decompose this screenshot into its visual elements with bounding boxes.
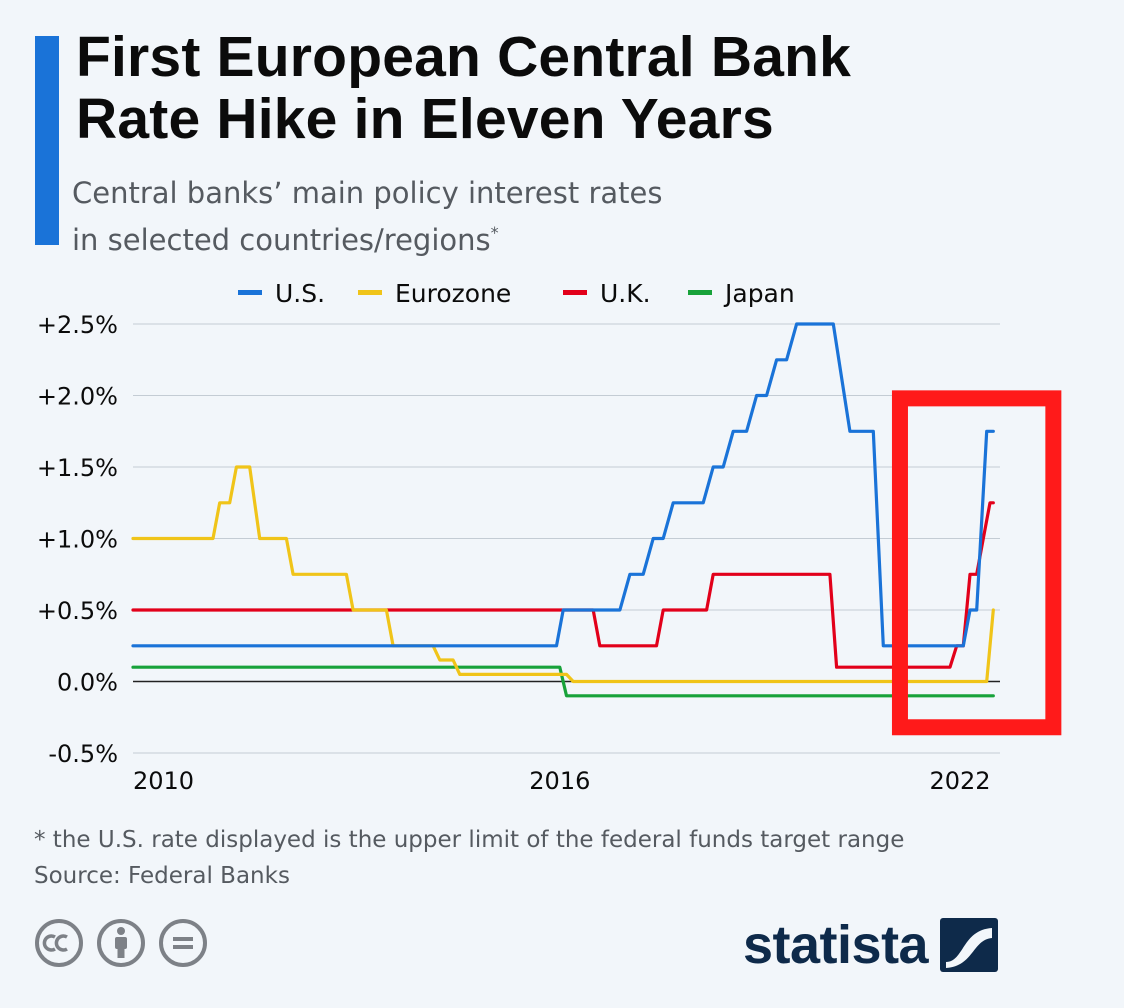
statista-logo-icon	[940, 918, 999, 972]
chart-title: First European Central Bank Rate Hike in…	[76, 26, 1076, 150]
highlight-box	[891, 390, 1062, 736]
subtitle-line-1: Central banks’ main policy interest rate…	[72, 176, 663, 210]
series-line-uk	[131, 501, 995, 669]
legend-swatch-japan	[688, 290, 712, 295]
x-tick-label: 2016	[529, 767, 590, 795]
x-axis-labels: 2010 2016 2022	[133, 767, 991, 795]
y-tick-label: +0.5%	[37, 597, 118, 625]
series-line-us	[131, 322, 995, 648]
legend-label-uk: U.K.	[600, 279, 651, 308]
footnote-text: * the U.S. rate displayed is the upper l…	[34, 827, 905, 853]
series-lines	[131, 322, 995, 698]
title-line-1: First European Central Bank	[76, 25, 852, 89]
y-tick-label: -0.5%	[48, 740, 118, 768]
source-text: Source: Federal Banks	[34, 863, 290, 889]
subtitle-line-2: in selected countries/regions*	[72, 213, 662, 260]
title-line-2: Rate Hike in Eleven Years	[76, 87, 774, 151]
y-tick-label: +1.5%	[37, 454, 118, 482]
legend-swatch-uk	[563, 290, 587, 295]
legend: U.S. Eurozone U.K. Japan	[238, 279, 795, 308]
subtitle-footnote-marker: *	[490, 223, 499, 242]
y-axis-labels: -0.5% 0.0% +0.5% +1.0% +1.5% +2.0% +2.5%	[37, 311, 118, 768]
x-tick-label: 2010	[133, 767, 194, 795]
legend-label-japan: Japan	[723, 279, 795, 308]
legend-label-us: U.S.	[275, 279, 325, 308]
license-icons	[34, 918, 208, 968]
legend-swatch-eurozone	[358, 290, 382, 295]
series-line-japan	[131, 665, 995, 698]
accent-bar	[35, 36, 59, 245]
highlight-layer	[891, 390, 1062, 736]
y-tick-label: +2.0%	[37, 383, 118, 411]
statista-wordmark: statista	[743, 915, 929, 975]
creative-commons-icon[interactable]	[34, 918, 84, 968]
chart-subtitle: Central banks’ main policy interest rate…	[72, 173, 662, 260]
series-line-eurozone	[131, 465, 995, 684]
line-chart: U.S. Eurozone U.K. Japan -0.5% 0.0% +0.5% +1.0…	[37, 279, 1062, 795]
footnote-block: * the U.S. rate displayed is the upper l…	[34, 822, 904, 894]
attribution-icon[interactable]	[96, 918, 146, 968]
legend-swatch-us	[238, 290, 262, 295]
y-tick-label: 0.0%	[57, 669, 118, 697]
legend-label-eurozone: Eurozone	[395, 279, 511, 308]
subtitle-line-2-text: in selected countries/regions	[72, 223, 491, 257]
y-tick-label: +1.0%	[37, 526, 118, 554]
no-derivatives-icon[interactable]	[158, 918, 208, 968]
statista-brand[interactable]: statista	[743, 915, 999, 975]
y-tick-label: +2.5%	[37, 311, 118, 339]
x-tick-label: 2022	[929, 767, 990, 795]
